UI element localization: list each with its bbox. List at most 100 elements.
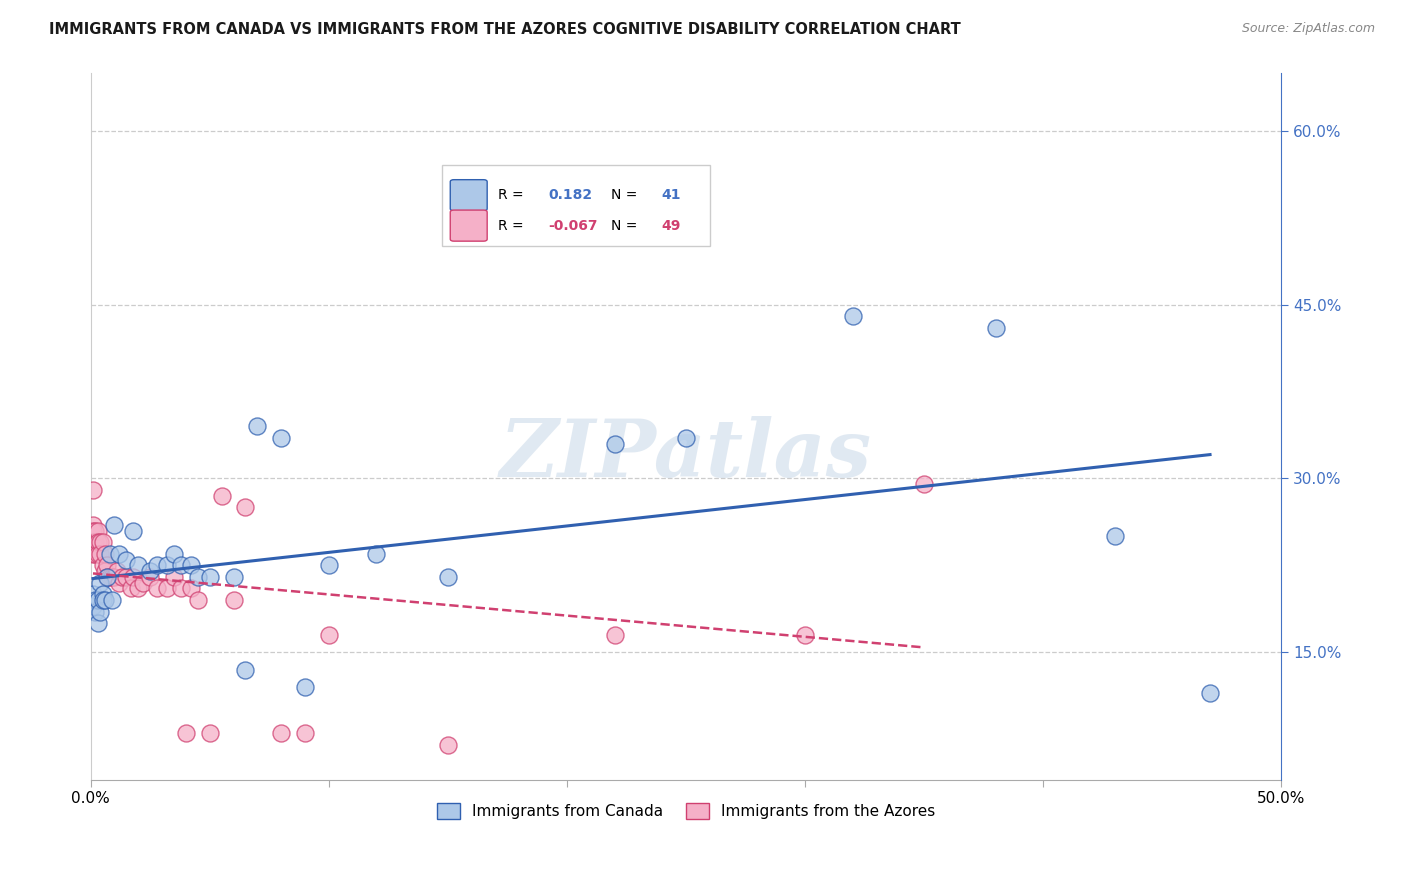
Point <box>84 547 107 561</box>
Point <box>96 558 118 573</box>
Point <box>91 593 114 607</box>
Point <box>98 570 121 584</box>
Point <box>139 564 162 578</box>
Point <box>96 570 118 584</box>
Point <box>180 582 202 596</box>
Point <box>101 570 124 584</box>
Point <box>270 726 292 740</box>
Point <box>89 575 111 590</box>
Point <box>101 593 124 607</box>
Point <box>82 547 104 561</box>
Text: N =: N = <box>612 188 641 202</box>
Point <box>108 575 131 590</box>
Text: N =: N = <box>612 219 641 233</box>
Point <box>87 535 110 549</box>
Point <box>84 593 107 607</box>
Text: 49: 49 <box>661 219 681 233</box>
Point <box>127 582 149 596</box>
Point <box>84 524 107 538</box>
Point <box>235 663 257 677</box>
Point <box>180 558 202 573</box>
Point <box>91 587 114 601</box>
Point <box>91 558 114 573</box>
Point <box>842 310 865 324</box>
Point <box>87 524 110 538</box>
Point <box>89 547 111 561</box>
Text: IMMIGRANTS FROM CANADA VS IMMIGRANTS FROM THE AZORES COGNITIVE DISABILITY CORREL: IMMIGRANTS FROM CANADA VS IMMIGRANTS FRO… <box>49 22 960 37</box>
Point <box>122 524 145 538</box>
FancyBboxPatch shape <box>441 165 710 246</box>
Point <box>87 593 110 607</box>
Point <box>84 535 107 549</box>
Point <box>603 628 626 642</box>
FancyBboxPatch shape <box>450 210 486 241</box>
Legend: Immigrants from Canada, Immigrants from the Azores: Immigrants from Canada, Immigrants from … <box>430 797 942 825</box>
Point <box>96 570 118 584</box>
Point <box>222 570 245 584</box>
Point <box>91 535 114 549</box>
Point <box>984 321 1007 335</box>
Point <box>103 517 125 532</box>
Text: ZIPatlas: ZIPatlas <box>501 416 872 493</box>
Point <box>187 593 209 607</box>
Point <box>912 477 935 491</box>
Point <box>139 570 162 584</box>
Point <box>94 547 117 561</box>
Point <box>246 419 269 434</box>
Point <box>211 489 233 503</box>
FancyBboxPatch shape <box>450 179 486 211</box>
Point <box>115 570 138 584</box>
Text: R =: R = <box>498 188 527 202</box>
Point <box>82 599 104 613</box>
Point <box>318 558 340 573</box>
Point <box>98 547 121 561</box>
Point <box>198 570 221 584</box>
Point <box>82 483 104 497</box>
Point <box>105 564 128 578</box>
Point <box>156 582 179 596</box>
Text: R =: R = <box>498 219 527 233</box>
Point <box>366 547 388 561</box>
Point <box>87 547 110 561</box>
Point <box>82 524 104 538</box>
Point <box>163 547 186 561</box>
Point <box>294 726 316 740</box>
Point <box>82 517 104 532</box>
Point <box>603 436 626 450</box>
Point <box>1199 686 1222 700</box>
Point <box>156 558 179 573</box>
Point <box>294 680 316 694</box>
Point <box>84 605 107 619</box>
Point <box>187 570 209 584</box>
Point <box>437 738 460 752</box>
Point <box>110 570 132 584</box>
Point <box>94 564 117 578</box>
Point <box>794 628 817 642</box>
Point <box>675 431 697 445</box>
Point <box>170 558 193 573</box>
Point <box>437 570 460 584</box>
Point <box>163 570 186 584</box>
Point <box>89 605 111 619</box>
Point <box>146 558 169 573</box>
Point <box>132 575 155 590</box>
Point <box>120 582 142 596</box>
Point <box>108 547 131 561</box>
Point <box>270 431 292 445</box>
Point <box>82 587 104 601</box>
Point <box>318 628 340 642</box>
Point <box>103 570 125 584</box>
Point <box>146 582 169 596</box>
Point <box>87 616 110 631</box>
Text: Source: ZipAtlas.com: Source: ZipAtlas.com <box>1241 22 1375 36</box>
Point <box>127 558 149 573</box>
Point <box>82 535 104 549</box>
Text: -0.067: -0.067 <box>548 219 598 233</box>
Point <box>170 582 193 596</box>
Point <box>198 726 221 740</box>
Point <box>222 593 245 607</box>
Point <box>235 500 257 515</box>
Text: 41: 41 <box>661 188 681 202</box>
Point <box>94 593 117 607</box>
Point <box>115 552 138 566</box>
